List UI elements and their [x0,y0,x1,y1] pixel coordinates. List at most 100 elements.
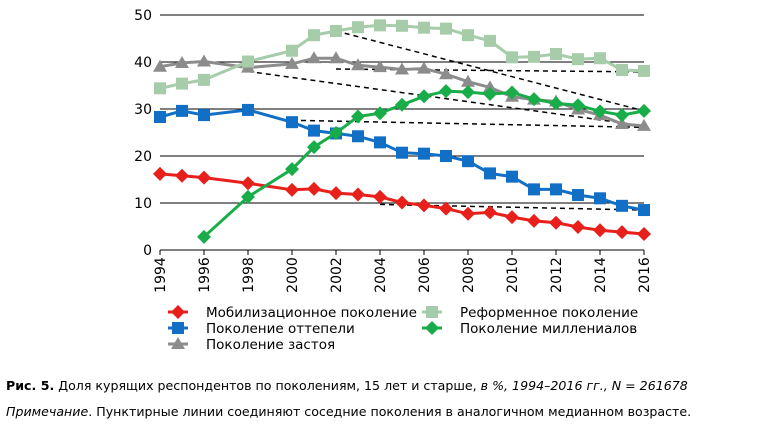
series-line [159,23,645,90]
data-point [527,92,541,107]
data-point [198,109,210,122]
legend-entry: Реформенное поколение [422,305,638,321]
data-point [242,55,254,68]
data-point [374,19,386,32]
data-point [308,124,320,137]
legend-label: Реформенное поколение [460,305,638,321]
data-point [153,166,167,181]
data-point [307,181,321,196]
data-point [505,85,519,100]
legend-marker [171,305,185,319]
data-point [418,21,430,34]
data-point [242,103,254,116]
data-point [571,219,585,234]
legend-label: Поколение оттепели [206,321,355,337]
data-point [395,195,409,210]
data-point [286,44,298,57]
data-point [198,73,210,86]
y-tick-label: 30 [134,102,152,118]
data-point [616,63,628,76]
data-point [615,117,629,130]
data-point [615,108,629,123]
legend-entry: Мобилизационное поколение [168,305,417,321]
x-tick-label: 1998 [241,257,257,293]
data-point [329,51,343,64]
x-tick-label: 2014 [593,257,609,293]
note-text: . Пунктирные линии соединяют соседние по… [88,404,692,419]
data-point [153,59,167,72]
y-tick-label: 0 [143,243,152,259]
data-point [285,162,299,177]
data-point [329,125,343,140]
data-point [484,167,496,180]
x-tick-label: 2008 [461,257,477,293]
data-point [154,82,166,95]
data-point [550,183,562,196]
y-tick-label: 20 [134,149,152,165]
data-point [308,29,320,42]
legend-marker [426,306,438,318]
data-point [373,106,387,121]
data-point [528,183,540,196]
data-point [417,198,431,213]
grid-lines [160,14,644,251]
data-point [197,229,211,244]
legend-entry: Поколение застоя [168,337,335,353]
data-point [175,55,189,68]
series-group [153,19,651,244]
data-point [373,189,387,204]
data-point [638,64,650,77]
dashed-line [335,68,645,73]
dashed-line [247,70,645,127]
data-point [483,86,497,101]
data-point [549,215,563,230]
data-point [176,77,188,90]
series-5 [197,84,651,244]
data-point [594,52,606,65]
x-tick-label: 1996 [197,257,213,293]
series-1 [153,166,651,242]
data-point [572,189,584,202]
data-point [395,62,409,75]
data-point [637,227,651,242]
x-tick-label: 1994 [153,257,169,293]
data-point [506,51,518,64]
data-point [374,136,386,149]
data-point [307,140,321,155]
data-point [616,199,628,212]
data-point [637,118,651,131]
data-point [483,205,497,220]
data-point [572,53,584,66]
caption-units: в %, 1994–2016 гг., N = 261678 [480,378,688,393]
data-point [461,206,475,221]
data-point [285,56,299,69]
data-point [351,58,365,71]
data-point [461,85,475,100]
data-point [197,170,211,185]
figure-note: Примечание. Пунктирные линии соединяют с… [6,403,771,421]
data-point [373,60,387,73]
data-point [505,210,519,225]
data-point [483,80,497,93]
data-point [286,116,298,129]
note-label: Примечание [6,404,89,419]
x-tick-label: 2000 [285,257,301,293]
data-point [550,48,562,61]
data-point [396,19,408,32]
caption-label: Рис. 5. [6,378,55,393]
legend-marker [172,322,184,334]
data-point [506,170,518,183]
x-axis: 1994 1996 1998 2000 2002 2004 2006 2008 2010 2012… [153,250,653,293]
data-point [593,104,607,119]
y-axis-ticks: 0 10 20 30 40 50 [134,8,152,259]
data-point [307,51,321,64]
data-point [571,98,585,113]
x-tick-label: 2012 [549,257,565,293]
x-tick-label: 2002 [329,257,345,293]
data-point [615,225,629,240]
legend-marker [425,321,439,335]
y-tick-label: 50 [134,8,152,24]
data-point [594,192,606,205]
